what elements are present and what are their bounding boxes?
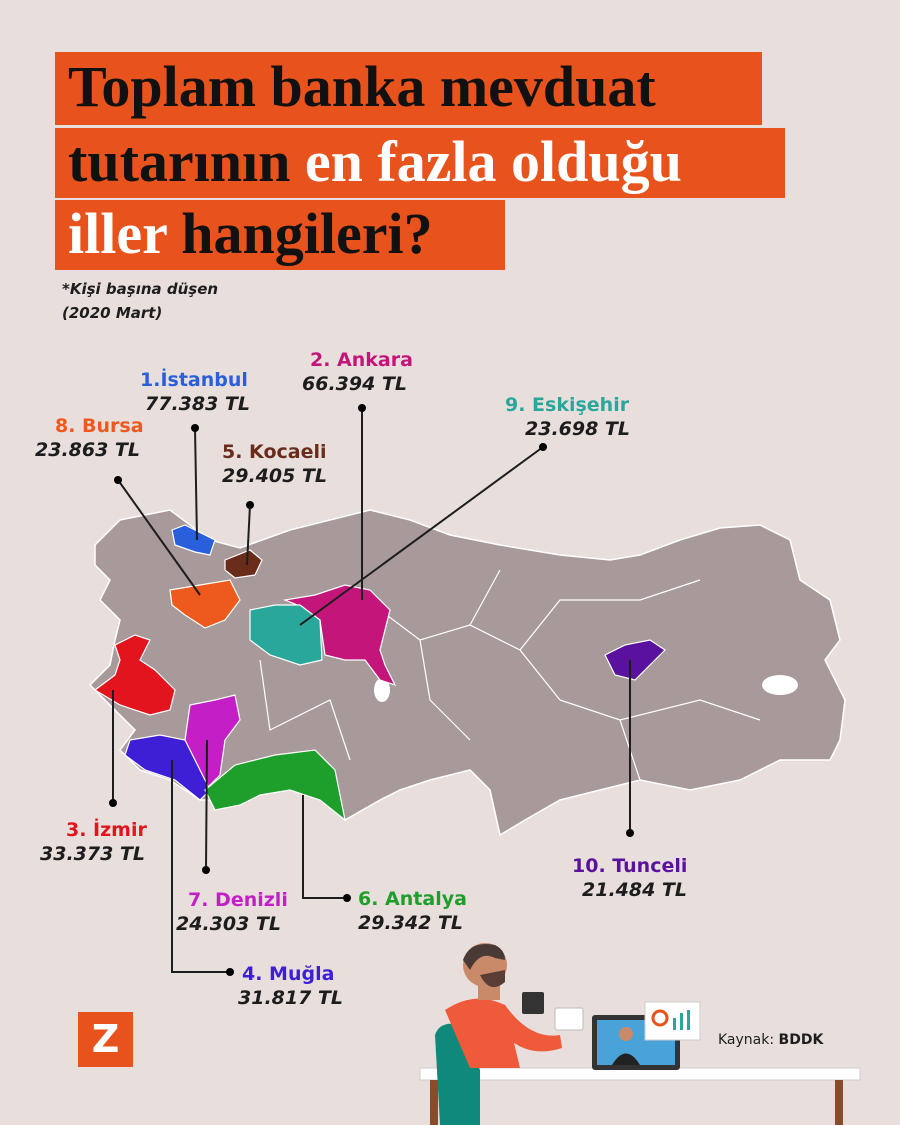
decoration (202, 866, 210, 874)
decoration (299, 446, 544, 626)
decoration (246, 504, 251, 566)
logo-text: Z (92, 1017, 120, 1061)
province-mugla (124, 734, 211, 801)
province-name: 9. Eskişehir (505, 394, 630, 416)
title-line: Toplam banka mevduat (68, 54, 656, 119)
province-eskisehir (249, 604, 323, 666)
decoration (358, 404, 366, 412)
title-band (55, 128, 785, 198)
decoration (687, 1010, 690, 1030)
decoration (619, 1027, 633, 1041)
title-highlight: en fazla olduğu (305, 129, 682, 194)
decoration (117, 479, 201, 596)
province-value: 24.303 TL (176, 913, 281, 935)
decoration (680, 1013, 683, 1030)
province-value: 31.817 TL (238, 987, 343, 1009)
province-izmir (93, 634, 176, 716)
decoration (194, 427, 198, 541)
subtitle: *Kişi başına düşen (62, 280, 218, 298)
decoration (226, 968, 234, 976)
title-highlight: iller (68, 201, 167, 266)
province-antalya (204, 749, 346, 822)
province-value: 66.394 TL (302, 373, 407, 395)
province-value: 23.698 TL (525, 418, 630, 440)
province-bursa (169, 579, 241, 629)
province-value: 33.373 TL (40, 843, 145, 865)
lake (374, 678, 390, 702)
title-band (55, 52, 762, 125)
title-band (55, 200, 505, 270)
province-value: 23.863 TL (35, 439, 140, 461)
decoration (835, 1080, 843, 1125)
leaders (109, 404, 634, 976)
subtitle: (2020 Mart) (62, 304, 162, 322)
decoration (114, 476, 122, 484)
title-text: hangileri? (181, 201, 432, 266)
decoration (522, 992, 544, 1014)
decoration (480, 970, 505, 988)
province-name: 1.İstanbul (140, 367, 248, 391)
province-tunceli (604, 639, 666, 681)
province-value: 29.405 TL (222, 465, 327, 487)
province-name: 5. Kocaeli (222, 441, 327, 463)
lake (762, 675, 798, 695)
decoration (445, 998, 520, 1068)
province-istanbul (171, 524, 216, 556)
province-value: 21.484 TL (582, 879, 687, 901)
decoration (109, 799, 117, 807)
decoration (500, 1005, 562, 1052)
title-text: tutarının (68, 129, 290, 194)
province-name: 10. Tunceli (572, 855, 687, 877)
province-value: 29.342 TL (358, 912, 463, 934)
province-kocaeli (224, 549, 263, 579)
decoration (430, 1080, 438, 1125)
province-name: 7. Denizli (188, 889, 288, 911)
province-name: 8. Bursa (55, 415, 144, 437)
decoration (612, 1053, 640, 1065)
illustration (419, 943, 861, 1125)
province-name: 6. Antalya (358, 888, 467, 910)
decoration (302, 795, 347, 899)
decoration (171, 760, 230, 973)
decoration (626, 829, 634, 837)
province-name: 2. Ankara (310, 349, 413, 371)
turkey-map (88, 509, 846, 837)
province-name: 4. Muğla (242, 963, 334, 985)
source-label: Kaynak: (718, 1032, 774, 1048)
source: Kaynak: BDDK (718, 1032, 824, 1048)
decoration (343, 894, 351, 902)
title-line: iller hangileri? (68, 201, 433, 266)
decoration (554, 1007, 584, 1031)
title-line: tutarının en fazla olduğu (68, 129, 682, 194)
title-text: Toplam banka mevduat (68, 54, 656, 119)
province-name: 3. İzmir (66, 817, 147, 841)
decoration (205, 739, 208, 871)
decoration (463, 944, 505, 970)
decoration (673, 1018, 676, 1030)
decoration (191, 424, 199, 432)
decoration (246, 501, 254, 509)
decoration (539, 443, 547, 451)
province-value: 77.383 TL (145, 393, 250, 415)
source-value: BDDK (779, 1032, 825, 1048)
decoration (651, 1009, 669, 1027)
logo (78, 1012, 133, 1067)
